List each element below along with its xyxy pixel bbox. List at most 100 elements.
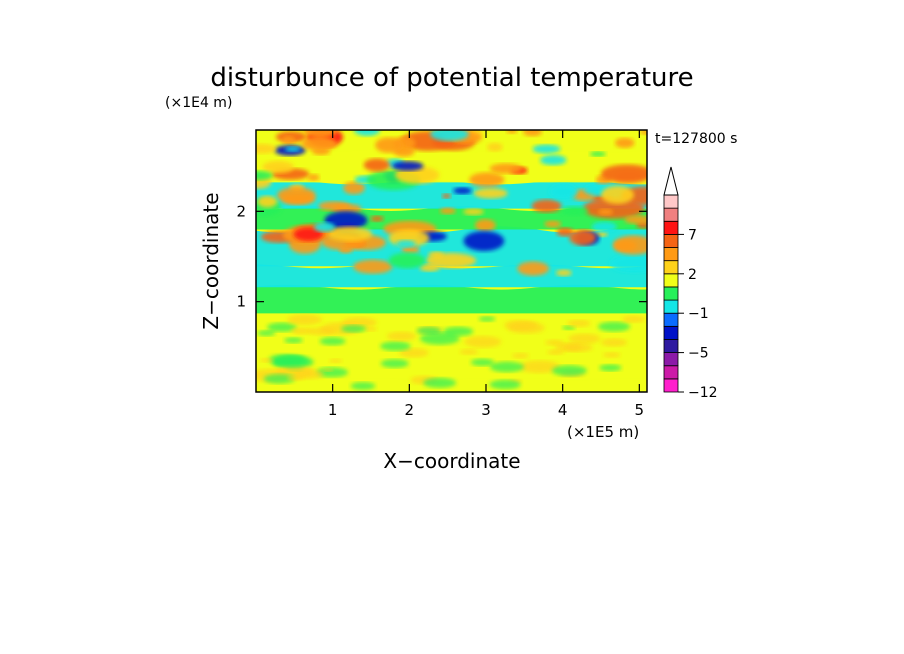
field-blob [324,211,368,230]
colorbar-label: 7 [688,227,697,243]
field-blob [639,130,647,135]
field-blob [443,326,474,337]
x-tick-label: 5 [635,401,645,419]
field-blob [259,357,274,363]
field-blob [301,136,337,151]
field-band [256,264,647,288]
field-blob [353,130,380,136]
field-blob [478,316,496,322]
field-blob [375,137,403,153]
colorbar-swatch [663,286,679,301]
x-tick-label: 4 [558,401,568,419]
colorbar-label: −5 [688,346,709,362]
field-blob [363,158,390,172]
field-blob [531,199,562,213]
chart-title: disturbunce of potential temperature [210,63,693,93]
colorbar-swatch [663,378,679,393]
x-axis-label: X−coordinate [383,449,520,473]
field-blob [328,358,343,363]
field-blob [603,352,621,358]
field-blob [560,206,589,216]
field-blob [556,227,574,237]
field-blob [256,170,273,181]
field-blob [308,327,335,336]
field-blob [266,322,297,332]
x-tick-label: 2 [405,401,415,419]
field-blob [470,358,495,367]
field-blob [416,326,442,335]
field-blob [398,348,429,358]
field-blob [551,365,587,377]
colorbar-swatch [663,273,679,288]
colorbar-label: 2 [688,267,697,283]
field-blob [257,330,276,336]
field-blob [597,321,631,332]
x-tick-label: 3 [481,401,491,419]
y-tick-label: 2 [236,202,246,220]
field-blob [262,160,295,174]
field-blob [430,130,469,142]
field-blob [380,341,411,351]
colorbar-swatch [663,207,679,222]
field-blob [277,187,316,204]
field-blob [544,220,562,228]
field-blob [370,215,384,222]
field-blob [519,360,561,374]
field-blob [319,337,346,346]
field-blob [464,335,502,348]
colorbar-extend-arrow [663,166,679,196]
field-blob [547,349,565,355]
field-blob [568,333,601,344]
field-blob [314,222,336,232]
colorbar-swatch [663,194,679,209]
field-blob [612,235,647,255]
field-blob [353,259,393,274]
field-blob [343,181,365,195]
field-blob [511,352,530,359]
field-blob [350,382,376,390]
field-blob [624,215,647,225]
field-blob [598,208,614,215]
field-blob [323,368,334,372]
field-band [256,284,647,314]
x-unit-label: (×1E5 m) [567,423,639,441]
field-blob [600,185,635,204]
field-blob [614,137,635,149]
field-blob [622,315,646,323]
field-blob [428,251,444,258]
field-blob [569,229,597,246]
field-blob [582,198,645,219]
field-blob [474,219,496,232]
x-tick-label: 1 [328,401,338,419]
field-blob [562,325,576,330]
field-blob [307,174,320,181]
field-blob [563,342,593,353]
field-blob [473,187,508,199]
field-blob [386,331,417,341]
plot-area [256,130,647,392]
field-blob [507,321,545,334]
field-blob [257,195,278,208]
field-blob [522,130,543,137]
y-unit-label: (×1E4 m) [165,95,232,111]
field-blob [589,151,606,157]
field-blob [439,207,456,215]
field-blob [567,319,591,327]
y-axis: 12 [236,202,647,311]
field-blob [442,193,451,199]
field-blob [318,201,351,211]
field-blob [463,208,484,216]
field-blob [284,146,301,152]
field-blob [609,254,647,273]
colorbar: −12−5−127 [663,166,718,401]
field-blob [341,324,367,333]
field-blob [327,226,373,242]
field-blob [489,379,521,390]
field-blob [419,332,460,345]
field-blob [281,135,296,144]
field-blob [600,338,628,347]
colorbar-swatch [663,260,679,275]
field-blob [489,361,525,373]
time-label: t=127800 s [655,131,737,147]
